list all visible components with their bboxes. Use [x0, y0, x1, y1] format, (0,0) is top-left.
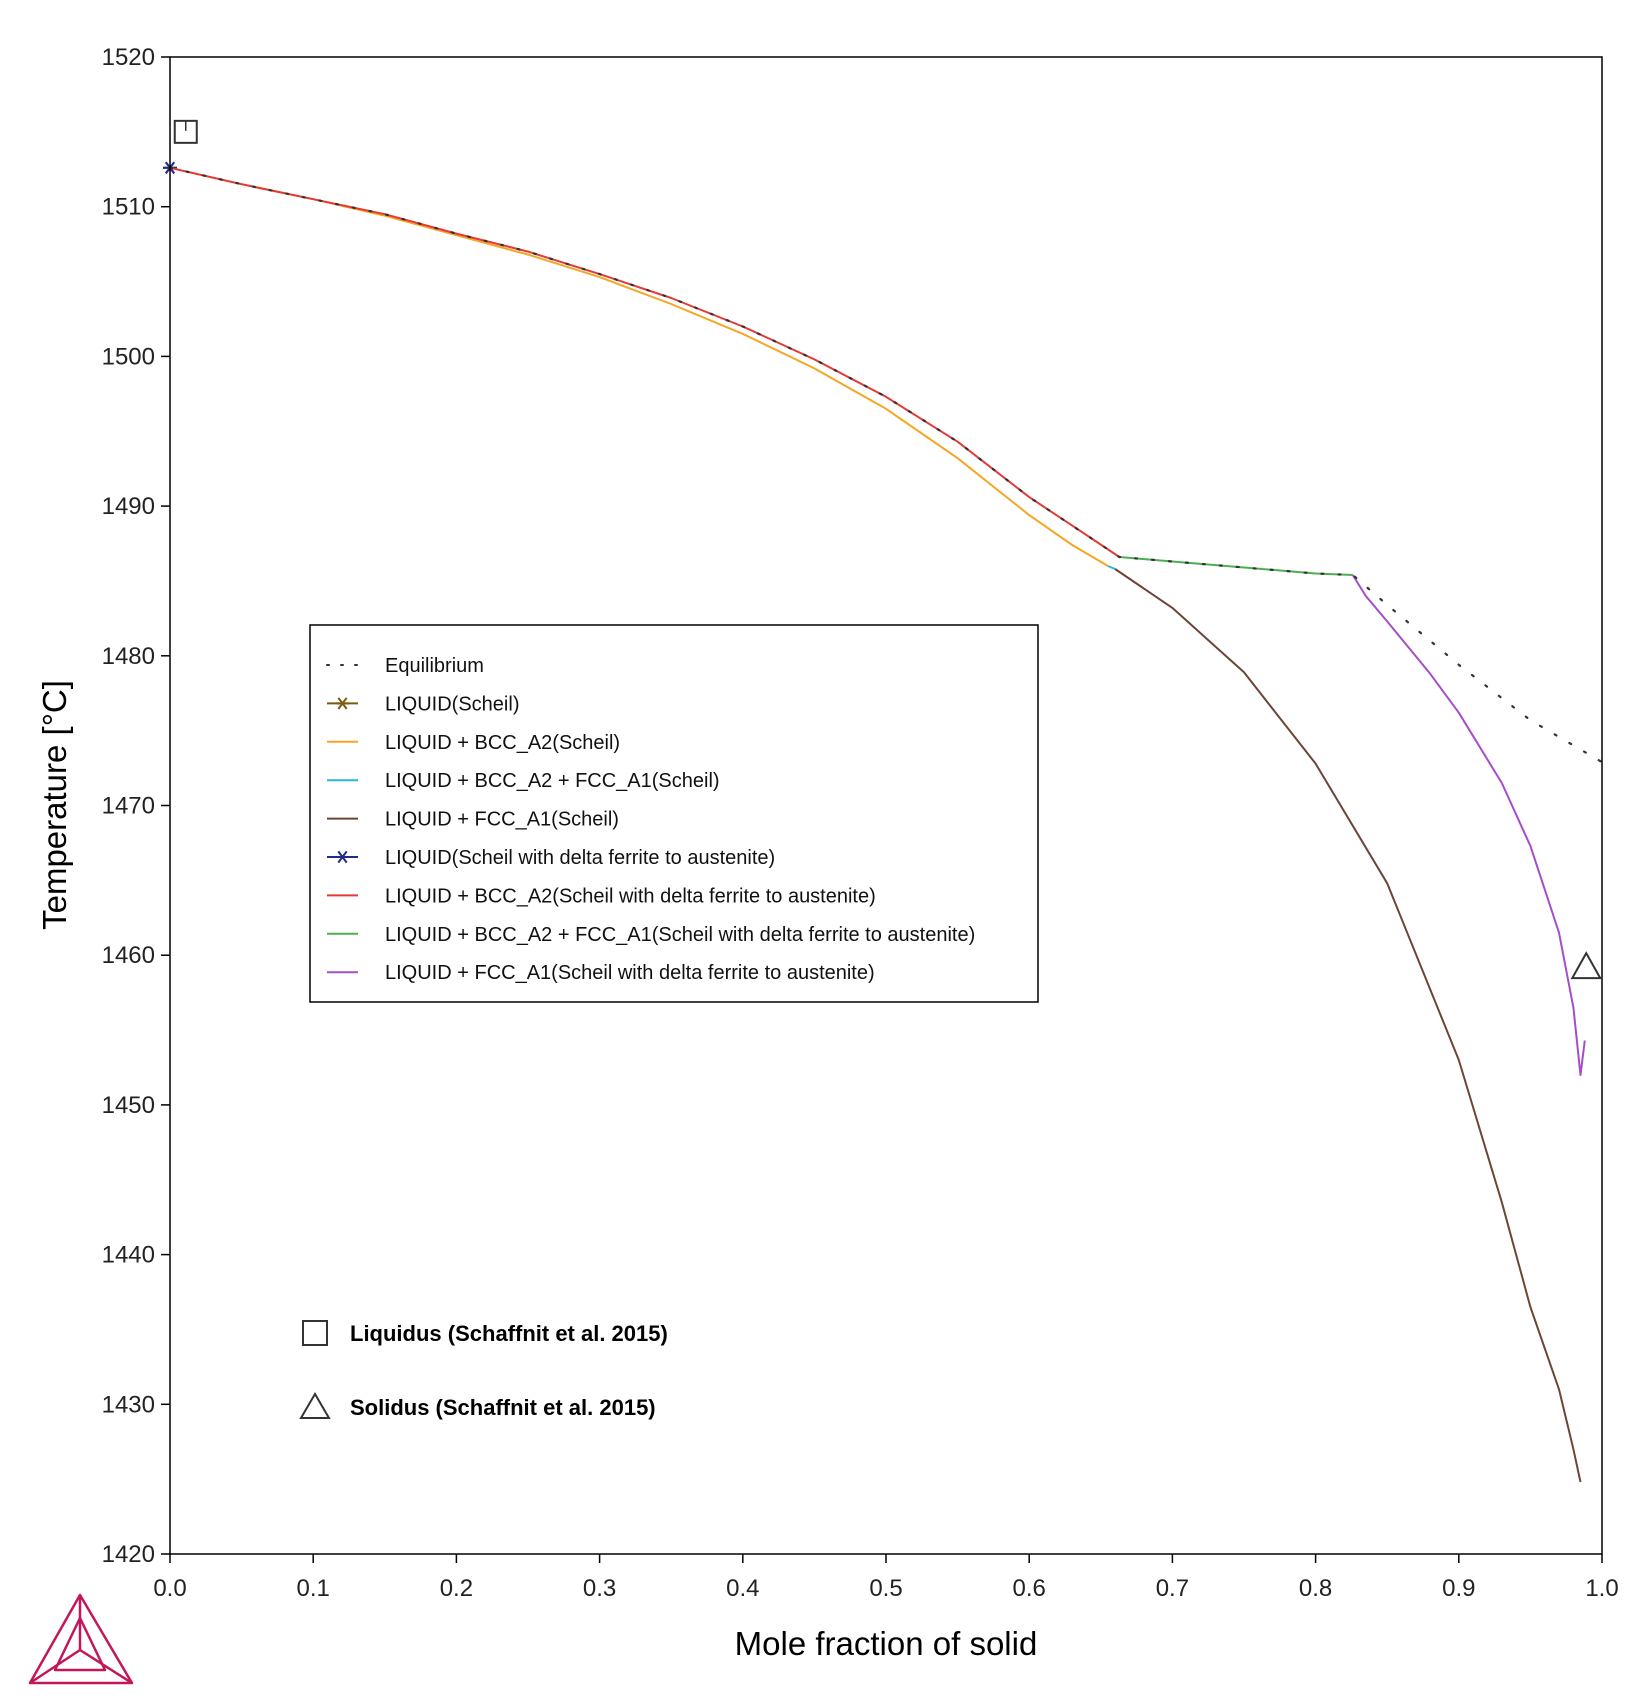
- y-tick-label: 1490: [102, 493, 155, 520]
- y-tick-label: 1430: [102, 1391, 155, 1418]
- x-tick-label: 0.4: [726, 1575, 759, 1602]
- marker-legend-square-icon: [302, 1320, 328, 1346]
- legend-label: LIQUID + BCC_A2 + FCC_A1(Scheil with del…: [385, 924, 975, 946]
- legend-label: LIQUID(Scheil): [385, 693, 519, 715]
- series-2-line: [169, 166, 1109, 567]
- legend-star: [335, 850, 350, 864]
- x-tick-label: 0.6: [1013, 1575, 1046, 1602]
- x-tick-label: 0.9: [1442, 1575, 1475, 1602]
- legend-star-d2: [337, 850, 348, 864]
- x-tick-label: 0.3: [583, 1575, 616, 1602]
- x-tick-label: 0.7: [1156, 1575, 1189, 1602]
- y-tick-label: 1520: [102, 44, 155, 71]
- marker-legend: Liquidus (Schaffnit et al. 2015) Solidus …: [299, 1320, 668, 1420]
- y-tick-label: 1480: [102, 643, 155, 670]
- x-tick-label: 1.0: [1585, 1575, 1618, 1602]
- legend-label: LIQUID + BCC_A2(Scheil): [385, 732, 620, 754]
- logo-icon: [28, 1593, 134, 1685]
- marker-legend-triangle-icon: [299, 1392, 331, 1419]
- x-axis: 0.0 0.1 0.2 0.3 0.4 0.5 0.6 0.7 0.8 0.9 1.0: [153, 1554, 1619, 1602]
- legend-label: LIQUID(Scheil with delta ferrite to aust…: [385, 847, 775, 869]
- y-tick-label: 1460: [102, 942, 155, 969]
- legend: Equilibrium LIQUID(Scheil) LIQUID + BCC_A2…: [309, 624, 1039, 1003]
- x-tick-label: 0.0: [153, 1575, 186, 1602]
- legend-box: [309, 624, 1039, 1003]
- y-tick-label: 1420: [102, 1541, 155, 1568]
- marker-legend-label: Liquidus (Schaffnit et al. 2015): [350, 1321, 668, 1346]
- legend-star: [335, 697, 350, 710]
- solidus-marker: [1570, 951, 1602, 980]
- x-tick-label: 0.1: [297, 1575, 330, 1602]
- series-3-line: [1107, 565, 1116, 570]
- x-tick-label: 0.8: [1299, 1575, 1332, 1602]
- legend-label: LIQUID + FCC_A1(Scheil with delta ferrit…: [385, 962, 875, 984]
- series-8-line: [1351, 574, 1586, 1076]
- legend-label: LIQUID + BCC_A2(Scheil with delta ferrit…: [385, 885, 876, 907]
- y-axis: 1420 1430 1440 1450 1460 1470 1480 1490 1500 1510…: [102, 44, 170, 1568]
- y-tick-label: 1450: [102, 1092, 155, 1119]
- plot-curves: [163, 161, 1604, 1483]
- x-axis-title: Mole fraction of solid: [735, 1625, 1038, 1662]
- marker-legend-label: Solidus (Schaffnit et al. 2015): [350, 1395, 656, 1420]
- legend-label: LIQUID + FCC_A1(Scheil): [385, 809, 619, 831]
- y-tick-label: 1500: [102, 343, 155, 370]
- data-markers: [173, 119, 1602, 980]
- x-tick-label: 0.2: [440, 1575, 473, 1602]
- legend-label: Equilibrium: [385, 655, 484, 677]
- legend-star-d2: [337, 697, 348, 710]
- y-axis-title: Temperature [°C]: [36, 680, 73, 930]
- y-tick-label: 1470: [102, 793, 155, 820]
- x-tick-label: 0.5: [869, 1575, 902, 1602]
- legend-label: LIQUID + BCC_A2 + FCC_A1(Scheil): [385, 770, 720, 792]
- y-tick-label: 1440: [102, 1242, 155, 1269]
- series-6-line: [169, 166, 1120, 558]
- series-4-line: [1114, 568, 1582, 1483]
- y-tick-label: 1510: [102, 194, 155, 221]
